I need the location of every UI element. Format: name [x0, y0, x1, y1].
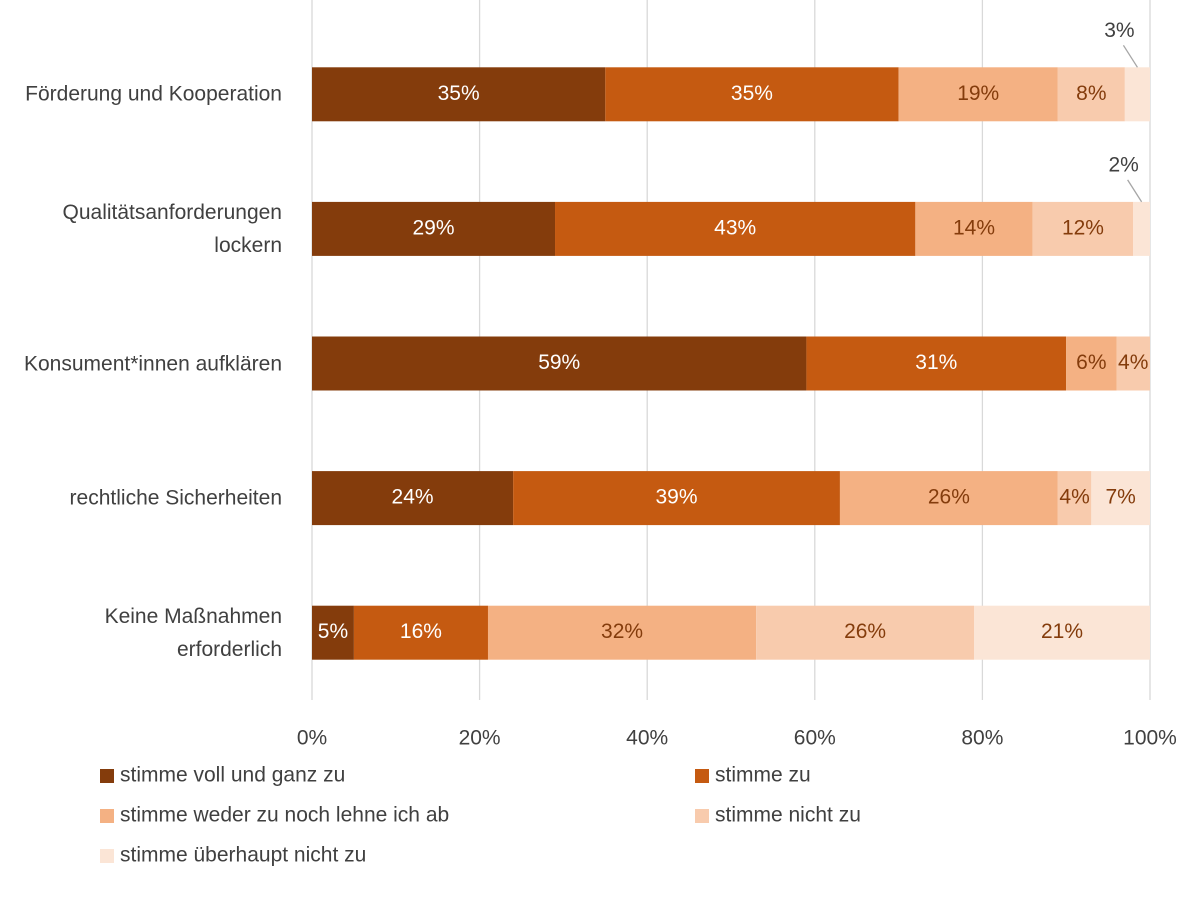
value-label: 43%	[714, 216, 756, 239]
value-label: 31%	[915, 351, 957, 374]
bar-segment	[513, 471, 840, 526]
category-label: Keine Maßnahmen erforderlich	[104, 604, 282, 661]
legend-label: stimme zu	[715, 764, 811, 787]
bar-segment	[312, 201, 556, 256]
bar-segment	[915, 201, 1033, 256]
value-label: 12%	[1062, 216, 1104, 239]
bar-segment	[1057, 471, 1092, 526]
x-tick-label: 40%	[626, 727, 668, 750]
bar-segment	[605, 67, 899, 122]
x-tick-label: 80%	[961, 727, 1003, 750]
legend-label: stimme nicht zu	[715, 804, 861, 827]
x-tick-label: 20%	[459, 727, 501, 750]
value-label: 8%	[1076, 82, 1106, 105]
bar-segment	[555, 201, 916, 256]
category-label: Konsument*innen aufklären	[23, 352, 282, 375]
bar-segment	[756, 605, 975, 660]
bar-segment	[312, 471, 514, 526]
x-tick-label: 0%	[297, 727, 327, 750]
bar-segment	[1032, 201, 1134, 256]
bar-segment	[1124, 67, 1150, 122]
bar-segment	[353, 605, 488, 660]
legend-swatch	[100, 809, 114, 823]
callout-line	[1127, 179, 1143, 203]
legend-swatch	[695, 769, 709, 783]
value-label: 26%	[844, 620, 886, 643]
legend-label: stimme voll und ganz zu	[120, 764, 345, 787]
value-label: 29%	[412, 216, 454, 239]
value-label: 24%	[392, 486, 434, 509]
bar-segment	[839, 471, 1058, 526]
legend-label: stimme überhaupt nicht zu	[120, 844, 366, 867]
x-tick-label: 100%	[1123, 727, 1177, 750]
legend-swatch	[695, 809, 709, 823]
category-label: Qualitätsanforderungen lockern	[62, 200, 283, 257]
bar-segment	[1091, 471, 1150, 526]
value-label: 59%	[538, 351, 580, 374]
bar-segment	[898, 67, 1058, 122]
bar-segment	[1057, 67, 1125, 122]
bar-segment	[974, 605, 1150, 660]
value-label: 26%	[928, 486, 970, 509]
x-tick-label: 60%	[794, 727, 836, 750]
value-label: 2%	[1108, 153, 1138, 176]
value-label: 16%	[400, 620, 442, 643]
value-label: 39%	[656, 486, 698, 509]
value-label: 14%	[953, 216, 995, 239]
bar-segment	[1133, 201, 1150, 256]
value-label: 3%	[1104, 19, 1134, 42]
legend-swatch	[100, 849, 114, 863]
value-label: 7%	[1105, 486, 1135, 509]
value-label: 35%	[438, 82, 480, 105]
value-label: 6%	[1076, 351, 1106, 374]
value-label: 19%	[957, 82, 999, 105]
bar-segment	[806, 336, 1067, 391]
value-label: 5%	[318, 620, 348, 643]
bar-segment	[487, 605, 757, 660]
bar-segment	[312, 605, 354, 660]
value-label: 35%	[731, 82, 773, 105]
value-label: 32%	[601, 620, 643, 643]
bar-segment	[1116, 336, 1150, 391]
value-label: 21%	[1041, 620, 1083, 643]
legend-label: stimme weder zu noch lehne ich ab	[120, 804, 449, 827]
legend-swatch	[100, 769, 114, 783]
category-label: Förderung und Kooperation	[25, 82, 282, 106]
value-label: 4%	[1059, 486, 1089, 509]
bar-segment	[1066, 336, 1117, 391]
category-label: rechtliche Sicherheiten	[69, 486, 282, 510]
bar-segment	[312, 336, 807, 391]
callout-line	[1122, 44, 1138, 68]
bar-segment	[312, 67, 606, 122]
value-label: 4%	[1118, 351, 1148, 374]
